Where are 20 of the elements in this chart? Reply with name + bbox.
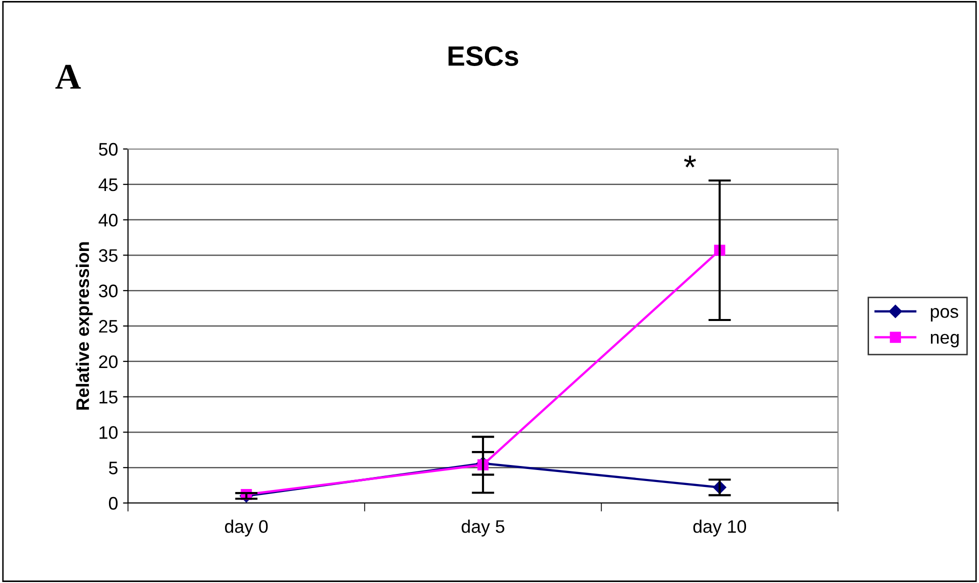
y-tick-label: 15 bbox=[100, 390, 118, 404]
y-tick-label: 45 bbox=[98, 178, 118, 192]
x-tick-label: day 10 bbox=[693, 520, 746, 536]
y-tick-label: 40 bbox=[98, 214, 118, 227]
y-tick-label: 50 bbox=[98, 142, 118, 156]
y-tick-label: 35 bbox=[98, 249, 118, 262]
x-tick-label: day 0 bbox=[225, 520, 268, 536]
chart-title: ESCs bbox=[448, 46, 518, 66]
y-axis-title: Relative expression bbox=[76, 242, 93, 410]
y-tick-label: 30 bbox=[98, 284, 118, 298]
y-tick-label: 20 bbox=[99, 355, 118, 368]
text: A bbox=[55, 64, 81, 89]
y-tick-label: 10 bbox=[100, 426, 118, 439]
y-tick-label: 0 bbox=[108, 496, 118, 510]
x-tick-label: day 5 bbox=[462, 520, 504, 536]
annotation: * bbox=[684, 156, 696, 168]
legend-label: pos bbox=[930, 308, 958, 322]
y-tick-label: 25 bbox=[99, 320, 118, 333]
legend-label: neg bbox=[930, 334, 959, 348]
y-tick-label: 5 bbox=[108, 462, 118, 474]
